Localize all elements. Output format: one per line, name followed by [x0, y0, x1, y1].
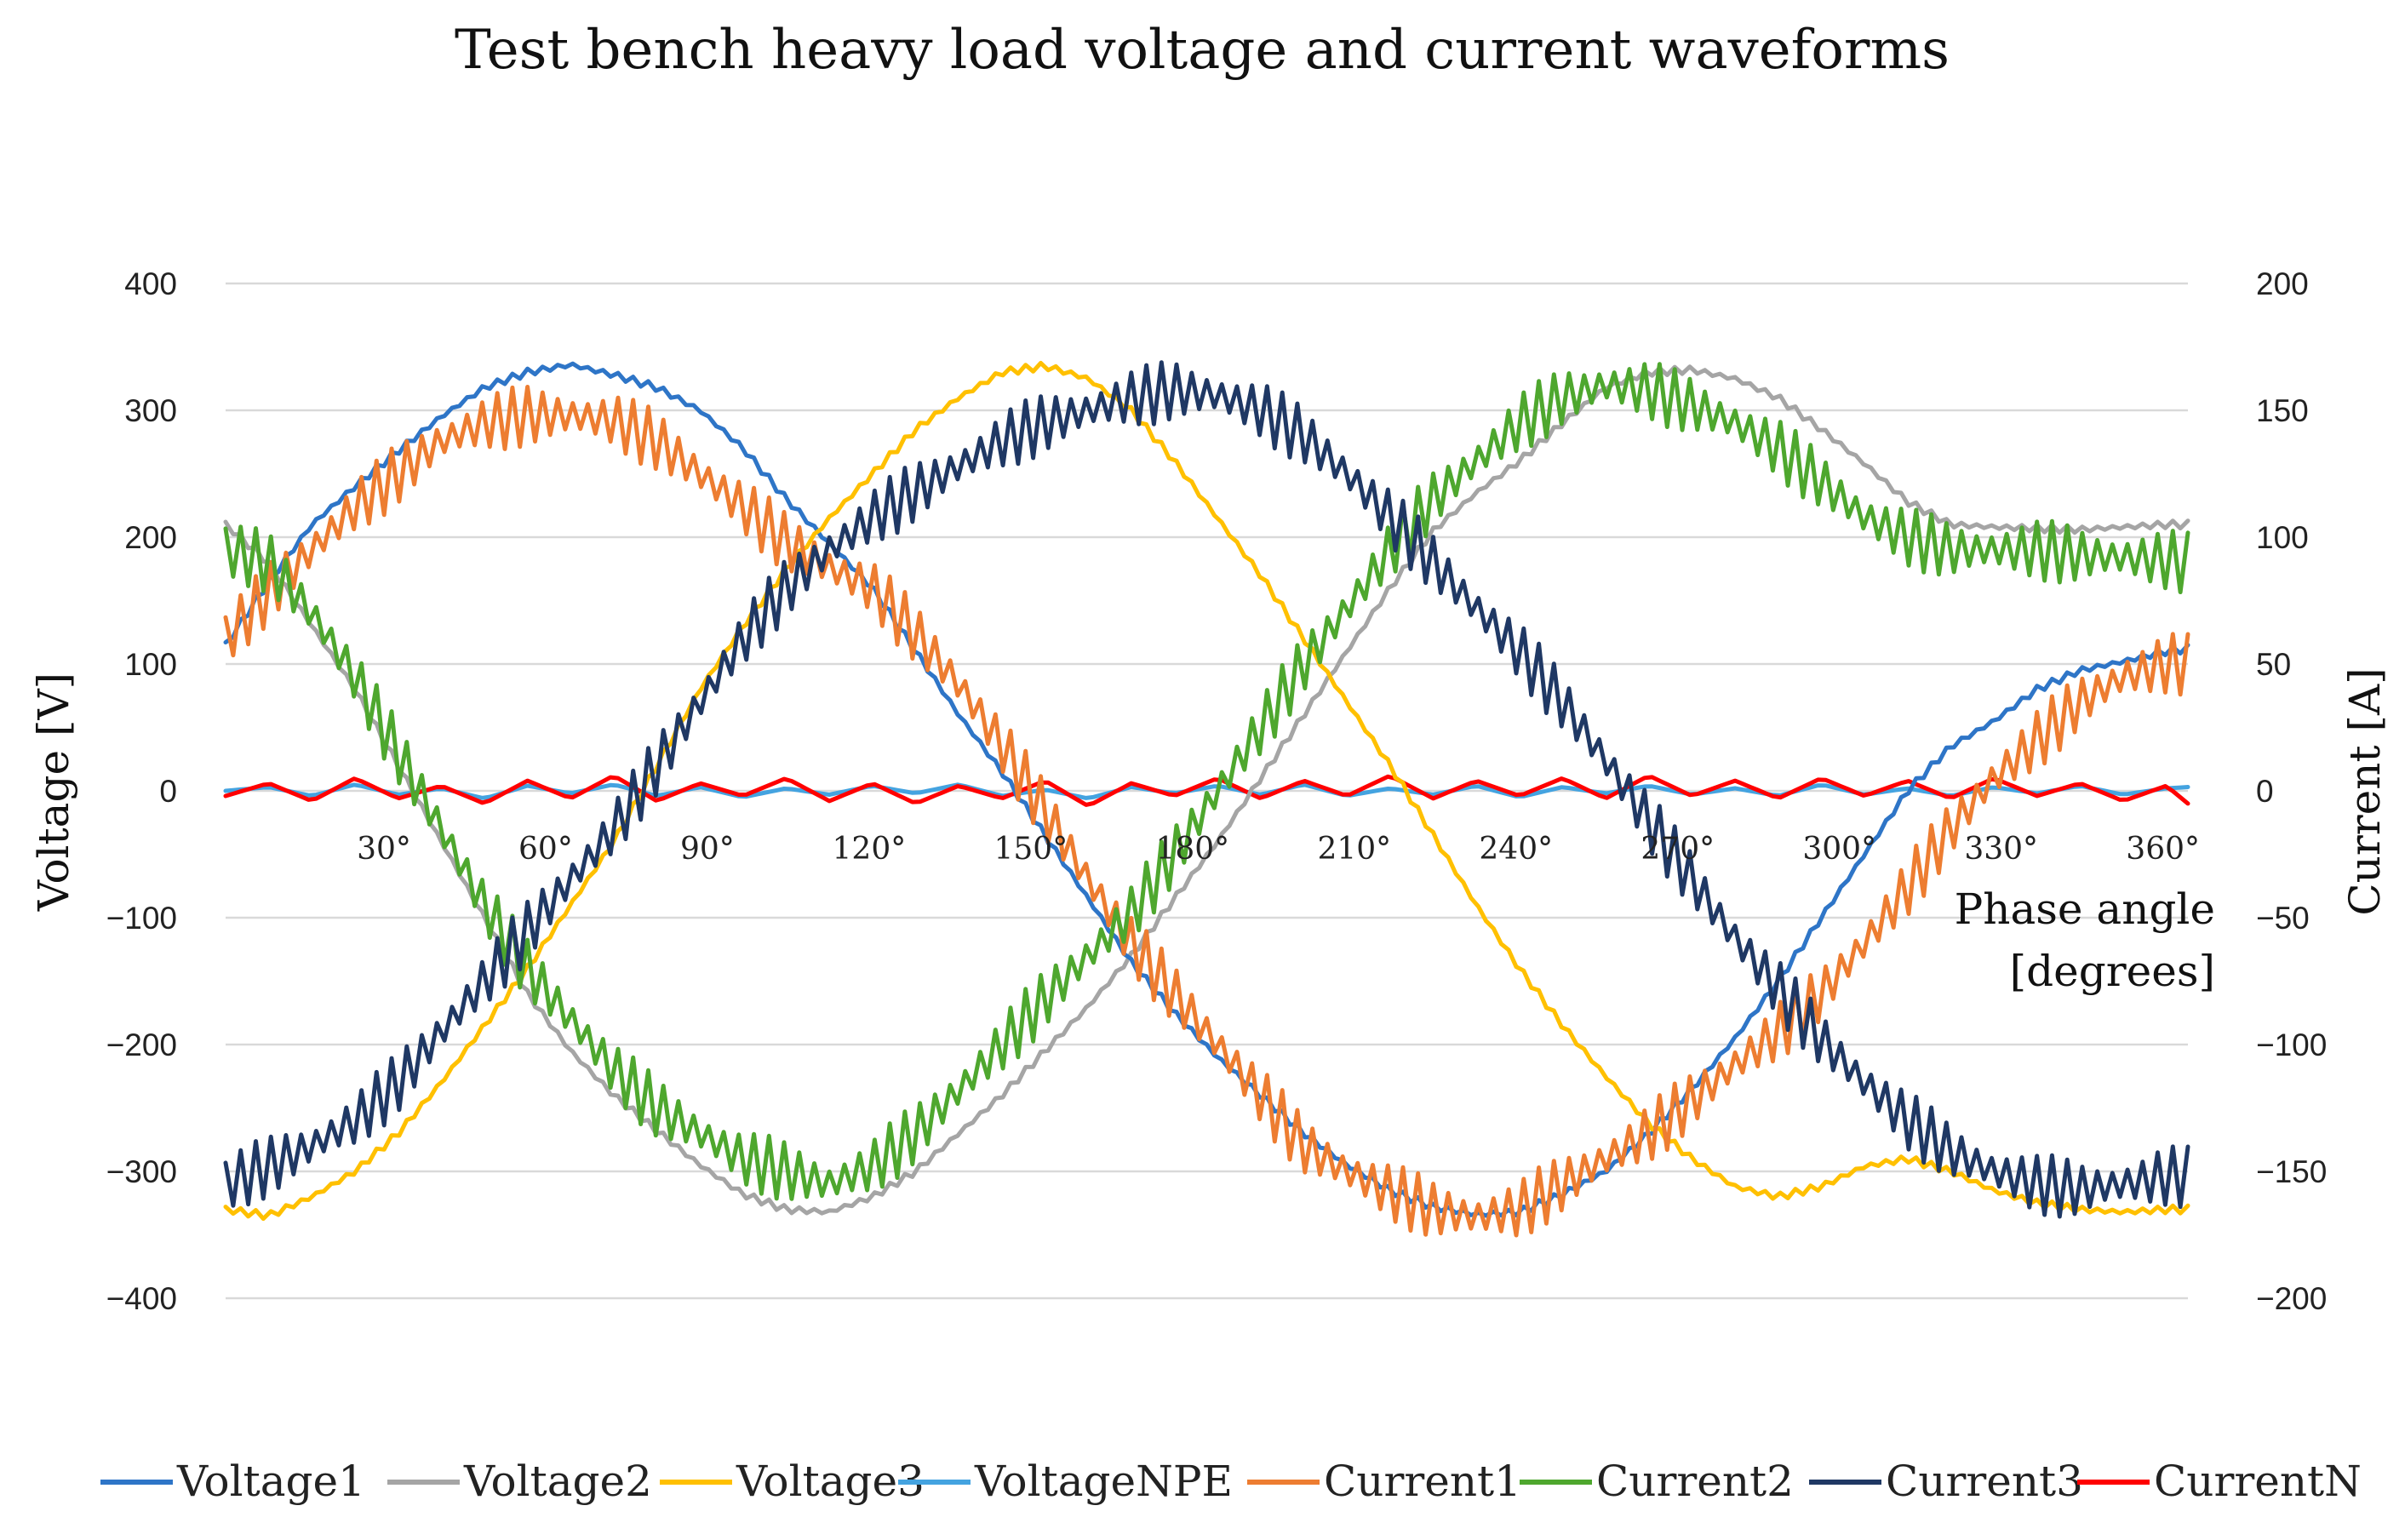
series-line-voltage2 — [223, 364, 2190, 1216]
legend-label-voltage3: Voltage3 — [736, 1457, 925, 1506]
series-line-currentn — [223, 774, 2190, 807]
legend: Voltage1 Voltage2 Voltage3 VoltageNPE Curren… — [100, 1457, 2362, 1506]
legend-label-voltagenpe: VoltageNPE — [974, 1457, 1233, 1506]
legend-label-voltage2: Voltage2 — [463, 1457, 652, 1506]
x-tick-label: 360° — [2126, 832, 2200, 867]
y-tick-label-left: −300 — [106, 1154, 177, 1189]
x-tick-label: 120° — [833, 832, 907, 867]
y-tick-label-left: 100 — [124, 647, 177, 682]
y-tick-label-right: 100 — [2256, 520, 2309, 555]
y-tick-label-right: −50 — [2256, 901, 2310, 936]
series-line-current1 — [223, 385, 2190, 1238]
y-tick-label-left: 300 — [124, 393, 177, 428]
x-tick-label: 270° — [1641, 832, 1715, 867]
legend-label-current3: Current3 — [1886, 1457, 2083, 1506]
x-axis-label-line2: [degrees] — [2010, 947, 2215, 996]
y-tick-label-right: 0 — [2256, 774, 2274, 809]
y-tick-label-right: 150 — [2256, 393, 2309, 428]
x-tick-label: 150° — [994, 832, 1068, 867]
series-line-current2 — [223, 362, 2190, 1201]
y-tick-label-left: −100 — [106, 901, 177, 936]
x-tick-label: 300° — [1802, 832, 1876, 867]
y-axis-left-ticks: 400 300 200 100 0 −100 −200 −300 −400 — [106, 266, 177, 1316]
x-axis-ticks: 30° 60° 90° 120° 150° 180° 210° 240° 270° 300° 330… — [357, 832, 2200, 867]
chart-title: Test bench heavy load voltage and curren… — [455, 19, 1950, 82]
legend-label-current2: Current2 — [1596, 1457, 1794, 1506]
y-tick-label-right: 50 — [2256, 647, 2291, 682]
legend-label-currentn: CurrentN — [2154, 1457, 2362, 1506]
x-axis-label-line1: Phase angle — [1955, 884, 2215, 934]
x-tick-label: 330° — [1964, 832, 2038, 867]
y-axis-right-ticks: 200 150 100 50 0 −50 −100 −150 −200 — [2256, 266, 2327, 1316]
y-axis-right-label: Current [A] — [2340, 667, 2390, 915]
y-tick-label-left: −400 — [106, 1281, 177, 1316]
series-line-current3 — [223, 360, 2190, 1219]
y-tick-label-left: 0 — [159, 774, 177, 809]
legend-label-current1: Current1 — [1324, 1457, 1521, 1506]
series-line-voltage3 — [223, 360, 2190, 1222]
x-tick-label: 30° — [357, 832, 411, 867]
y-tick-label-left: 400 — [124, 266, 177, 301]
y-tick-label-right: −150 — [2256, 1154, 2327, 1189]
x-tick-label: 240° — [1479, 832, 1553, 867]
series-line-voltage1 — [223, 361, 2190, 1218]
plot-area — [223, 360, 2190, 1238]
y-tick-label-right: −100 — [2256, 1028, 2327, 1062]
y-tick-label-right: 200 — [2256, 266, 2309, 301]
y-tick-label-left: −200 — [106, 1028, 177, 1062]
x-tick-label: 60° — [518, 832, 573, 867]
y-axis-left-label: Voltage [V] — [29, 673, 78, 912]
x-tick-label: 180° — [1155, 832, 1229, 867]
legend-label-voltage1: Voltage1 — [176, 1457, 365, 1506]
x-tick-label: 90° — [680, 832, 735, 867]
y-tick-label-right: −200 — [2256, 1281, 2327, 1316]
x-tick-label: 210° — [1317, 832, 1391, 867]
y-tick-label-left: 200 — [124, 520, 177, 555]
